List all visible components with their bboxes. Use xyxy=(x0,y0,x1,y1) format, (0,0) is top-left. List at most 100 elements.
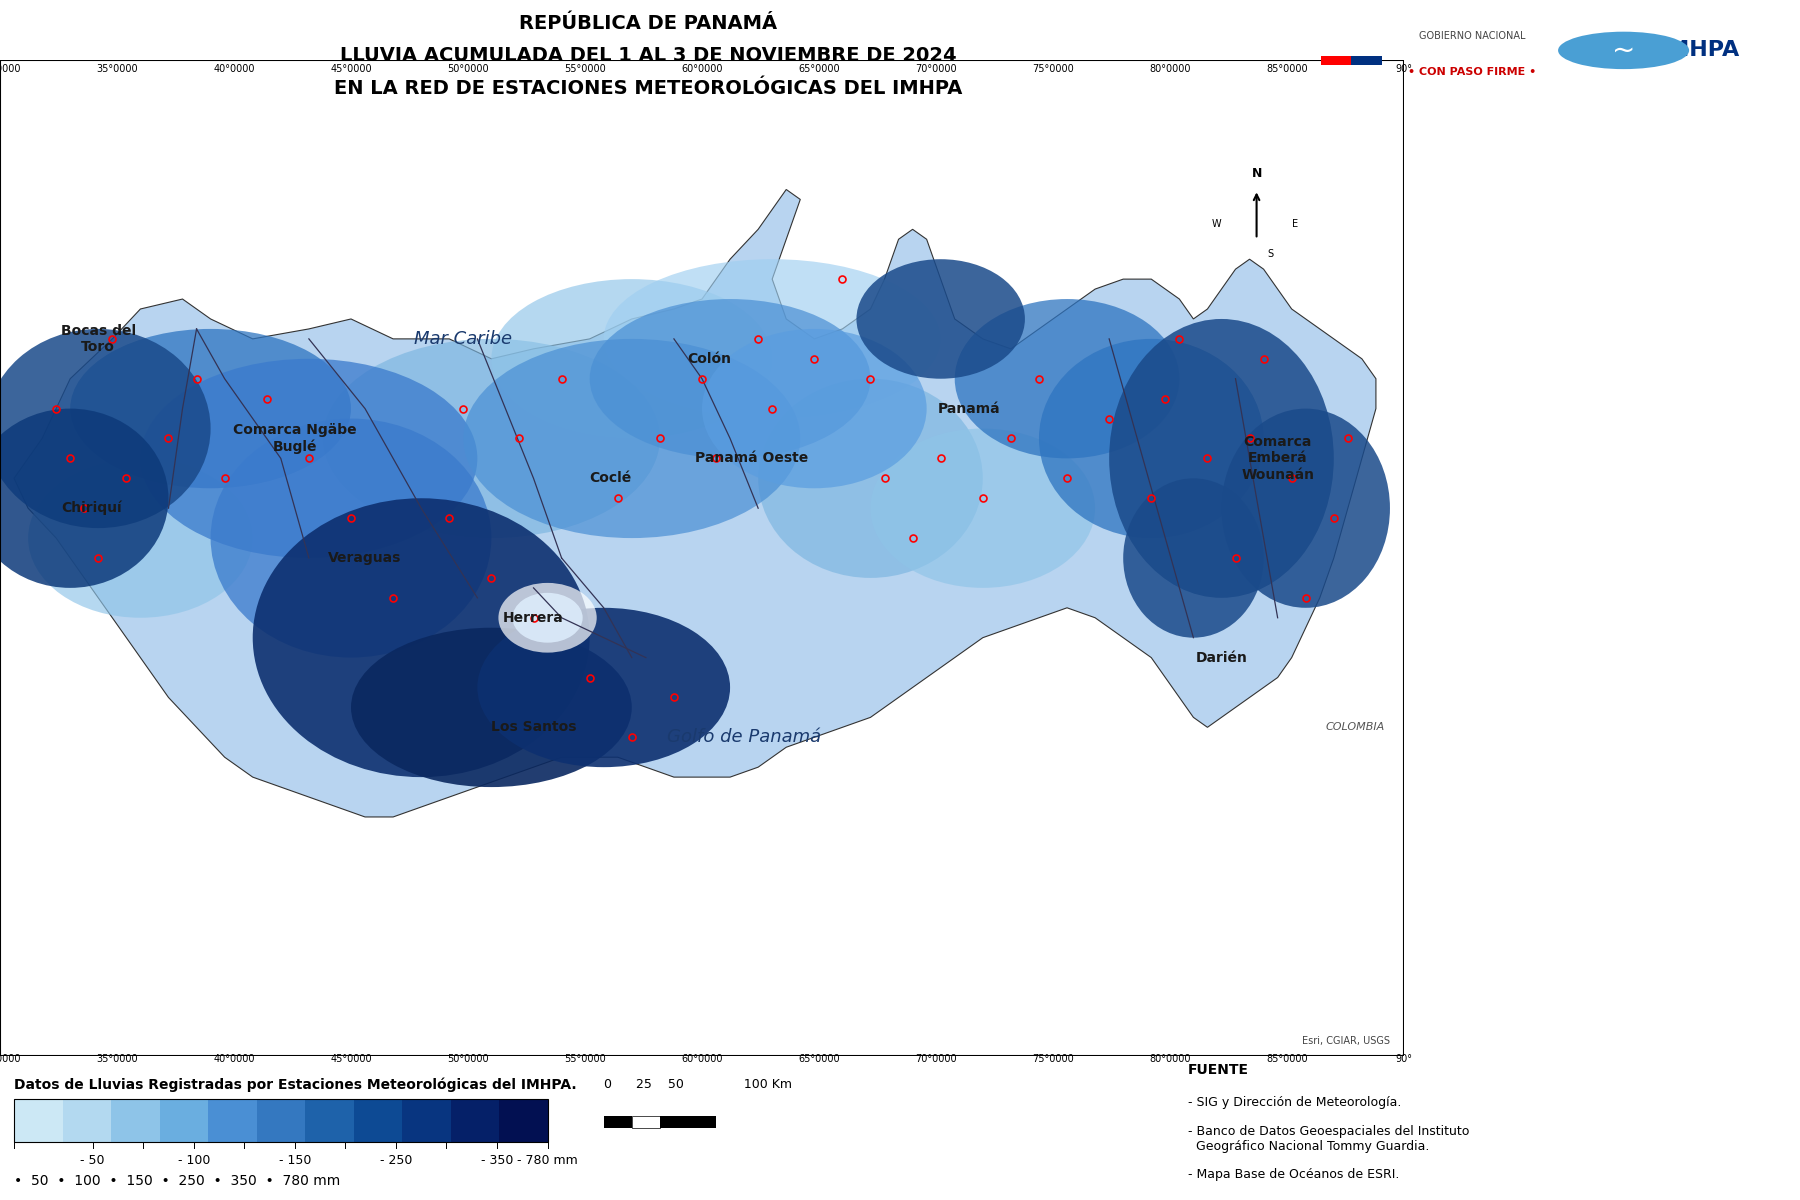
Text: REPÚBLICA DE PANAMÁ: REPÚBLICA DE PANAMÁ xyxy=(518,14,778,34)
Bar xyxy=(304,1099,353,1142)
Text: 45°0000: 45°0000 xyxy=(329,1054,373,1064)
Text: Mar Caribe: Mar Caribe xyxy=(414,330,513,348)
Text: EN LA RED DE ESTACIONES METEOROLÓGICAS DEL IMHPA: EN LA RED DE ESTACIONES METEOROLÓGICAS D… xyxy=(333,79,963,97)
Text: - 780 mm: - 780 mm xyxy=(517,1154,578,1166)
Text: 75°0000: 75°0000 xyxy=(1031,64,1075,74)
Bar xyxy=(661,1116,716,1128)
Text: Colón: Colón xyxy=(688,352,731,366)
Bar xyxy=(450,1099,499,1142)
Text: ~: ~ xyxy=(1613,36,1634,65)
Circle shape xyxy=(1559,31,1688,70)
Text: 70°0000: 70°0000 xyxy=(914,1054,958,1064)
Text: 60°0000: 60°0000 xyxy=(680,64,724,74)
Text: LLUVIA ACUMULADA DEL 1 AL 3 DE NOVIEMBRE DE 2024: LLUVIA ACUMULADA DEL 1 AL 3 DE NOVIEMBRE… xyxy=(340,46,956,65)
Ellipse shape xyxy=(857,259,1024,379)
Text: - 250: - 250 xyxy=(380,1154,412,1166)
Text: 35°0000: 35°0000 xyxy=(95,1054,139,1064)
Bar xyxy=(112,1099,160,1142)
Ellipse shape xyxy=(590,299,871,458)
Ellipse shape xyxy=(140,359,477,558)
Text: - 100: - 100 xyxy=(178,1154,211,1166)
Text: 90°: 90° xyxy=(1395,1054,1413,1064)
Bar xyxy=(401,1099,450,1142)
Text: 60°0000: 60°0000 xyxy=(680,1054,724,1064)
Text: 80°0000: 80°0000 xyxy=(1148,1054,1192,1064)
Text: • CON PASO FIRME •: • CON PASO FIRME • xyxy=(1408,67,1537,77)
Text: S: S xyxy=(1267,250,1274,259)
Text: Chiriquí: Chiriquí xyxy=(61,500,122,516)
Bar xyxy=(353,1099,401,1142)
Ellipse shape xyxy=(1123,479,1264,637)
Text: Esri, CGIAR, USGS: Esri, CGIAR, USGS xyxy=(1301,1036,1390,1046)
Text: N: N xyxy=(1251,167,1262,180)
Text: Darién: Darién xyxy=(1195,650,1247,665)
Text: Veraguas: Veraguas xyxy=(328,551,401,565)
Text: E: E xyxy=(1292,220,1298,229)
Text: Datos de Lluvias Registradas por Estaciones Meteorológicas del IMHPA.: Datos de Lluvias Registradas por Estacio… xyxy=(14,1078,576,1092)
Text: 70°0000: 70°0000 xyxy=(914,64,958,74)
Text: 30°0000: 30°0000 xyxy=(0,64,22,74)
Ellipse shape xyxy=(499,583,598,653)
Text: 65°0000: 65°0000 xyxy=(797,64,841,74)
Text: 45°0000: 45°0000 xyxy=(329,64,373,74)
Text: 55°0000: 55°0000 xyxy=(563,64,607,74)
Text: 30°0000: 30°0000 xyxy=(0,1054,22,1064)
Ellipse shape xyxy=(1039,338,1264,538)
Text: Comarca Ngäbe
Buglé: Comarca Ngäbe Buglé xyxy=(232,424,356,454)
Text: 55°0000: 55°0000 xyxy=(563,1054,607,1064)
Text: 50°0000: 50°0000 xyxy=(446,64,490,74)
Text: 50°0000: 50°0000 xyxy=(446,1054,490,1064)
Ellipse shape xyxy=(0,329,211,528)
Ellipse shape xyxy=(1109,319,1334,598)
Text: Comarca
Emberá
Wounaán: Comarca Emberá Wounaán xyxy=(1242,436,1314,481)
Ellipse shape xyxy=(758,379,983,578)
Bar xyxy=(603,1116,632,1128)
Ellipse shape xyxy=(477,607,731,767)
Ellipse shape xyxy=(252,498,590,778)
Text: 40°0000: 40°0000 xyxy=(212,1054,256,1064)
Bar xyxy=(499,1099,547,1142)
Text: 85°0000: 85°0000 xyxy=(1265,1054,1309,1064)
Text: FUENTE: FUENTE xyxy=(1188,1063,1249,1078)
Ellipse shape xyxy=(0,408,169,588)
Ellipse shape xyxy=(513,593,583,643)
Bar xyxy=(14,1099,63,1142)
Ellipse shape xyxy=(491,280,772,438)
Ellipse shape xyxy=(1222,408,1390,607)
Text: •  50  •  100  •  150  •  250  •  350  •  780 mm: • 50 • 100 • 150 • 250 • 350 • 780 mm xyxy=(14,1175,340,1188)
Bar xyxy=(1352,56,1382,65)
Bar xyxy=(209,1099,257,1142)
Text: - 50: - 50 xyxy=(81,1154,104,1166)
Text: Bocas del
Toro: Bocas del Toro xyxy=(61,324,135,354)
Ellipse shape xyxy=(211,419,491,658)
Text: 0      25    50               100 Km: 0 25 50 100 Km xyxy=(603,1078,792,1091)
Text: - 350: - 350 xyxy=(481,1154,513,1166)
Text: Panamá Oeste: Panamá Oeste xyxy=(695,451,808,466)
Text: Panamá: Panamá xyxy=(938,402,1001,415)
Text: 90°: 90° xyxy=(1395,64,1413,74)
Text: 40°0000: 40°0000 xyxy=(212,64,256,74)
Polygon shape xyxy=(14,190,1375,817)
Text: - Mapa Base de Océanos de ESRI.: - Mapa Base de Océanos de ESRI. xyxy=(1188,1169,1399,1181)
Ellipse shape xyxy=(702,329,927,488)
Text: W: W xyxy=(1211,220,1222,229)
Ellipse shape xyxy=(29,458,252,618)
Bar xyxy=(160,1099,209,1142)
Text: - 150: - 150 xyxy=(279,1154,311,1166)
Text: IMHPA: IMHPA xyxy=(1660,41,1739,60)
Text: - Banco de Datos Geoespaciales del Instituto
  Geográfico Nacional Tommy Guardia: - Banco de Datos Geoespaciales del Insti… xyxy=(1188,1126,1469,1153)
Bar xyxy=(63,1099,112,1142)
Text: 35°0000: 35°0000 xyxy=(95,64,139,74)
Text: 85°0000: 85°0000 xyxy=(1265,64,1309,74)
Text: COLOMBIA: COLOMBIA xyxy=(1325,722,1384,732)
Ellipse shape xyxy=(603,259,941,419)
Text: 75°0000: 75°0000 xyxy=(1031,1054,1075,1064)
Text: Los Santos: Los Santos xyxy=(491,720,576,734)
Ellipse shape xyxy=(322,338,661,538)
Text: Coclé: Coclé xyxy=(590,472,632,485)
Text: Golfo de Panamá: Golfo de Panamá xyxy=(668,728,821,746)
Text: - SIG y Dirección de Meteorología.: - SIG y Dirección de Meteorología. xyxy=(1188,1097,1402,1109)
Text: Herrera: Herrera xyxy=(504,611,563,625)
Ellipse shape xyxy=(871,428,1094,588)
Text: 65°0000: 65°0000 xyxy=(797,1054,841,1064)
